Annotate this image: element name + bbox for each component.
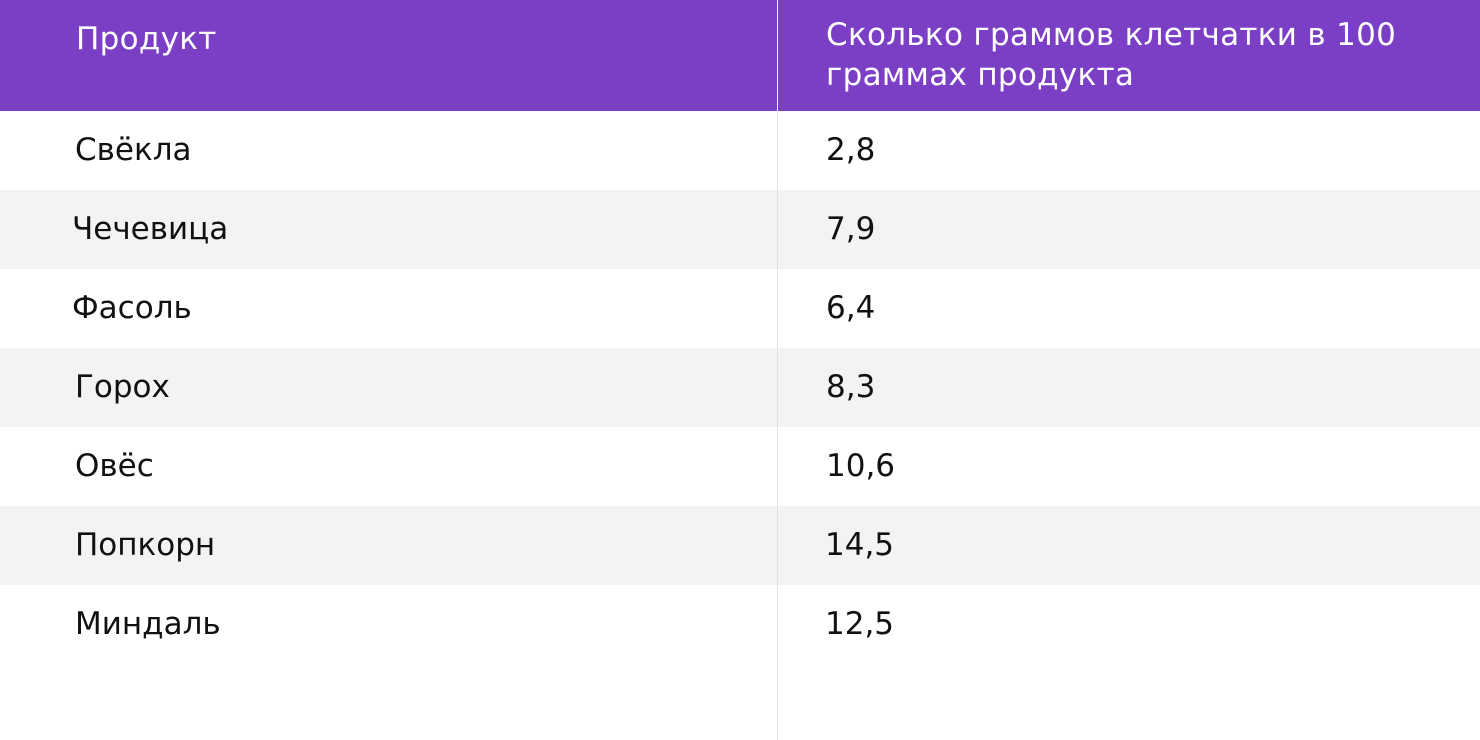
table-row: Чечевица 7,9 [0,190,1480,269]
table-row: Горох 8,3 [0,348,1480,427]
fiber-cell: 6,4 [826,290,876,326]
fiber-cell: 2,8 [826,132,876,168]
header-fiber: Сколько граммов клетчатки в 100 граммах … [826,17,1397,93]
header-column-divider [777,0,778,111]
table-row: Овёс 10,6 [0,427,1480,506]
fiber-cell: 12,5 [825,606,895,642]
product-cell: Чечевица [72,211,229,247]
product-cell: Овёс [75,448,154,484]
fiber-cell: 8,3 [826,369,876,405]
table-row: Свёкла 2,8 [0,111,1480,190]
fiber-cell: 10,6 [826,448,896,484]
product-cell: Горох [75,369,170,405]
product-cell: Фасоль [72,290,192,326]
product-cell: Свёкла [75,132,192,168]
column-divider [777,0,778,740]
product-cell: Попкорн [75,527,216,563]
header-product: Продукт [76,21,217,57]
table-row: Попкорн 14,5 [0,506,1480,585]
table-header: Продукт Сколько граммов клетчатки в 100 … [0,0,1480,111]
fiber-cell: 7,9 [826,211,876,247]
table-row: Миндаль 12,5 [0,585,1480,664]
product-cell: Миндаль [75,606,221,642]
fiber-cell: 14,5 [825,527,895,563]
table-row: Фасоль 6,4 [0,269,1480,348]
